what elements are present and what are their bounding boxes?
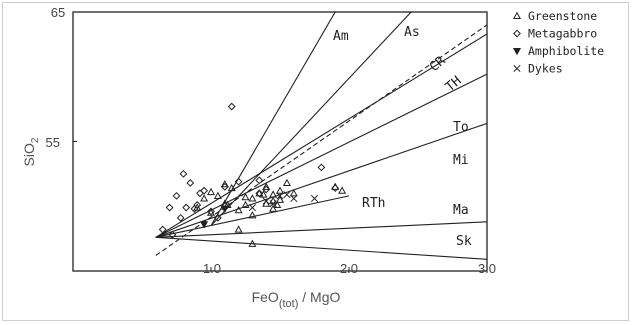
greenstone-point (227, 183, 236, 192)
greenstone-point (289, 189, 298, 197)
dykes-point (269, 200, 277, 208)
greenstone-point (282, 178, 291, 186)
dykes-point (276, 192, 284, 200)
greenstone-point (200, 194, 209, 202)
greenstone-point (338, 186, 347, 194)
greenstone-point (220, 180, 229, 188)
legend-label-greenstone: Greenstone (528, 9, 597, 23)
metagabbro-point (176, 213, 185, 222)
dykes-point (310, 194, 319, 203)
boundary-line-to (155, 73, 487, 238)
greenstone-point (275, 195, 285, 203)
field-label-as: As (404, 25, 420, 40)
y-tick-label-65: 65 (51, 5, 65, 20)
dykes-point (283, 191, 291, 199)
metagabbro-point (158, 225, 167, 234)
greenstone-point (241, 192, 250, 201)
metagabbro-point (165, 203, 174, 212)
greenstone-point (206, 187, 216, 196)
boundary-line-rth (155, 195, 350, 238)
field-label-th: TH (443, 74, 465, 96)
metagabbro-point (255, 189, 264, 198)
greenstone-point (213, 191, 222, 199)
metagabbro-point (213, 213, 222, 222)
greenstone-point (269, 190, 278, 198)
metagabbro-point (262, 185, 271, 194)
field-label-to: To (453, 120, 469, 135)
greenstone-point (273, 200, 282, 209)
dykes-point (262, 197, 270, 205)
metagabbro-point (196, 189, 204, 198)
metagabbro-point (317, 163, 326, 172)
field-label-rth: RTh (362, 196, 385, 211)
greenstone-point (248, 211, 257, 219)
greenstone-point (234, 225, 243, 233)
field-label-ma: Ma (453, 203, 469, 218)
legend-symbol-amphibolite (512, 47, 522, 56)
greenstone-point (269, 204, 278, 212)
metagabbro-point (172, 191, 181, 200)
metagabbro-point (179, 169, 188, 178)
boundary-lines (73, 12, 487, 271)
dykes-point (290, 194, 298, 203)
y-tick-label-55: 55 (46, 135, 60, 150)
greenstone-point (241, 200, 250, 209)
greenstone-point (248, 194, 257, 202)
legend-label-dykes: Dykes (528, 62, 563, 76)
greenstone-point (262, 182, 271, 190)
figure-frame (2, 2, 629, 321)
boundary-line-mi (155, 122, 487, 238)
metagabbro-point (200, 186, 209, 195)
boundary-line-as (210, 12, 412, 227)
greenstone-point (275, 186, 285, 194)
x-tick-label-3: 3.0 (478, 261, 496, 276)
legend-label-metagabbro: Metagabbro (528, 27, 597, 41)
metagabbro-point (234, 177, 243, 186)
metagabbro-point (331, 184, 340, 193)
dykes-point (248, 203, 256, 212)
legend-label-amphibolite: Amphibolite (528, 44, 604, 58)
greenstone-point (248, 239, 257, 247)
amphibolite-point (220, 205, 229, 214)
field-label-sk: Sk (456, 234, 472, 249)
plot-area (72, 11, 488, 272)
metagabbro-point (182, 203, 191, 212)
boundary-line-cr (155, 24, 487, 256)
x-tick-label-1: 1.0 (203, 261, 221, 276)
metagabbro-point (193, 201, 202, 209)
metagabbro-point (207, 207, 215, 216)
boundary-line-am (210, 12, 336, 226)
greenstone-point (234, 205, 243, 214)
boundary-line-th (155, 33, 487, 238)
y-axis-label: SiO2 (21, 137, 41, 166)
metagabbro-point (186, 179, 195, 187)
field-label-am: Am (333, 29, 349, 44)
legend-symbol-metagabbro (513, 29, 521, 38)
boundary-line-sk (155, 236, 487, 260)
metagabbro-point (220, 182, 229, 191)
boundary-line-ma (155, 221, 487, 238)
legend: Greenstone Metagabbro Amphibolite Dykes (512, 9, 604, 76)
data-points (158, 102, 347, 247)
x-axis-label: FeO(tot) / MgO (252, 289, 341, 310)
metagabbro-point (227, 102, 236, 111)
amphibolite-point (200, 221, 209, 229)
field-label-mi: Mi (453, 153, 469, 168)
metagabbro-point (168, 230, 177, 239)
legend-symbol-greenstone (512, 11, 522, 20)
metagabbro-point (255, 176, 264, 185)
legend-symbol-dykes (513, 64, 521, 73)
field-label-cr: CR (427, 53, 449, 75)
